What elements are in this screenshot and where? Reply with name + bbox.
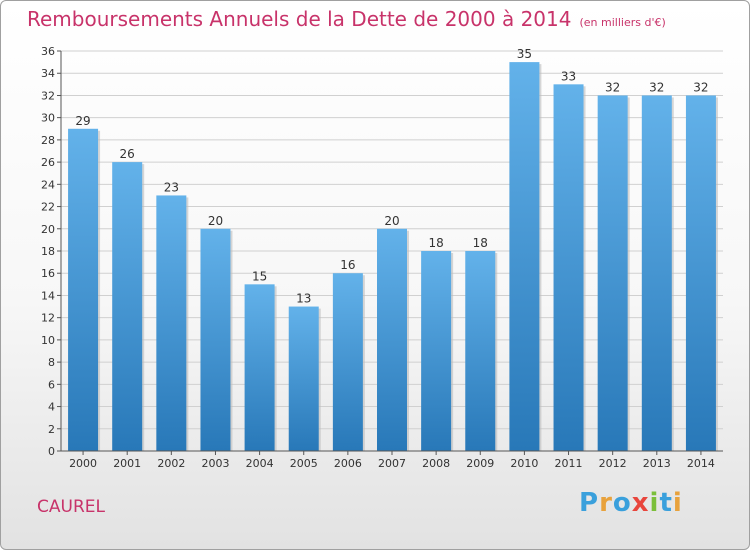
x-tick-label-2010: 2010 [510,457,538,470]
logo-letter: r [599,488,613,518]
y-tick-label-22: 22 [41,201,55,214]
x-tick-label-2012: 2012 [599,457,627,470]
y-tick-label-4: 4 [48,401,55,414]
data-label-2006: 16 [340,258,355,272]
bar-2013 [641,95,672,451]
data-label-2007: 20 [384,214,399,228]
x-tick-label-2013: 2013 [643,457,671,470]
data-label-2003: 20 [208,214,223,228]
bar-2001 [112,162,143,451]
chart-subtitle: (en milliers d'€) [579,16,666,29]
commune-name: CAUREL [37,497,105,517]
x-tick-label-2004: 2004 [246,457,274,470]
x-tick-label-2007: 2007 [378,457,406,470]
bar-2003 [200,228,231,451]
y-tick-label-0: 0 [48,445,55,458]
data-label-2001: 26 [120,147,135,161]
x-tick-label-2001: 2001 [113,457,141,470]
bar-2002 [156,195,187,451]
data-label-2014: 32 [693,80,708,94]
y-tick-label-36: 36 [41,45,55,58]
x-tick-label-2003: 2003 [201,457,229,470]
y-tick-label-10: 10 [41,334,55,347]
logo-letter: i [672,488,683,518]
bar-2007 [377,228,407,451]
y-tick-label-34: 34 [41,67,55,80]
bars [68,62,718,451]
x-tick-label-2000: 2000 [69,457,97,470]
bar-2011 [553,84,584,451]
data-label-2002: 23 [164,180,179,194]
y-tick-label-2: 2 [48,423,55,436]
x-tick-label-2011: 2011 [555,457,583,470]
data-label-2010: 35 [517,47,532,61]
x-tick-label-2005: 2005 [290,457,318,470]
y-tick-label-20: 20 [41,223,55,236]
data-label-2013: 32 [649,80,664,94]
data-label-2005: 13 [296,292,311,306]
x-tick-label-2002: 2002 [157,457,185,470]
data-label-2009: 18 [473,236,488,250]
logo-letter: o [612,488,632,518]
y-tick-label-18: 18 [41,245,55,258]
y-tick-label-8: 8 [48,356,55,369]
data-label-2000: 29 [75,114,90,128]
bar-2008 [421,251,452,451]
x-tick-label-2008: 2008 [422,457,450,470]
bar-2004 [244,284,275,451]
bar-2005 [288,306,319,451]
x-tick-label-2009: 2009 [466,457,494,470]
chart-title-text: Remboursements Annuels de la Dette de 20… [27,7,572,31]
logo-letter: t [659,488,673,518]
bar-2010 [509,62,540,451]
data-label-2004: 15 [252,269,267,283]
data-labels: 29 26 23 20 15 13 16 20 18 18 35 33 32 32 32 [75,47,708,305]
y-tick-label-14: 14 [41,289,55,302]
x-tick-label-2014: 2014 [687,457,715,470]
y-tick-label-16: 16 [41,267,55,280]
data-label-2008: 18 [428,236,443,250]
logo-letter: x [631,488,650,518]
y-tick-label-32: 32 [41,89,55,102]
bar-2009 [465,251,496,451]
chart-title: Remboursements Annuels de la Dette de 20… [27,7,666,31]
bar-2014 [685,95,716,451]
logo-letter: P [579,488,600,518]
data-label-2012: 32 [605,80,620,94]
y-tick-label-26: 26 [41,156,55,169]
bar-2012 [597,95,628,451]
logo-letter: i [649,488,660,518]
y-tick-label-28: 28 [41,134,55,147]
y-tick-label-30: 30 [41,112,55,125]
bar-2000 [68,128,99,451]
y-tick-label-12: 12 [41,312,55,325]
y-tick-label-6: 6 [48,378,55,391]
bar-2006 [332,273,363,451]
y-tick-label-24: 24 [41,178,55,191]
data-label-2011: 33 [561,69,576,83]
proxiti-logo: Proxiti [579,488,683,518]
x-tick-label-2006: 2006 [334,457,362,470]
